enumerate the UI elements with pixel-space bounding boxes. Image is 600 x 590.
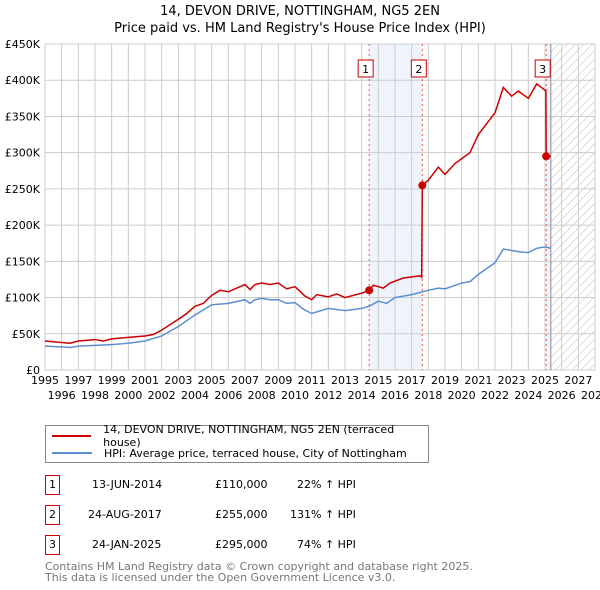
sale-point	[418, 181, 427, 190]
sale-label: 2	[415, 63, 422, 76]
footer-licence: This data is licensed under the Open Gov…	[45, 571, 396, 584]
legend-blue-line	[52, 452, 92, 454]
legend-label-hpi: HPI: Average price, terraced house, City…	[104, 446, 407, 460]
x-tick-label: 2012	[314, 389, 342, 402]
x-tick-label: 2007	[231, 374, 259, 387]
hpi-line	[44, 246, 552, 349]
sale-price: £255,000	[215, 508, 268, 521]
x-tick-label: 2018	[414, 389, 442, 402]
sale-number-badge: 2	[45, 505, 60, 525]
x-tick-label: 2010	[281, 389, 309, 402]
x-tick-label: 2001	[131, 374, 159, 387]
x-tick-label: 2027	[564, 374, 592, 387]
legend: 14, DEVON DRIVE, NOTTINGHAM, NG5 2EN (te…	[45, 423, 429, 463]
y-tick-label: £350K	[5, 110, 41, 123]
x-tick-label: 1995	[31, 374, 59, 387]
chart-title: 14, DEVON DRIVE, NOTTINGHAM, NG5 2EN	[160, 4, 440, 19]
sale-label: 3	[539, 63, 546, 76]
x-tick-label: 2022	[481, 389, 509, 402]
x-tick-label: 2019	[431, 374, 459, 387]
footer-copyright: Contains HM Land Registry data © Crown c…	[45, 560, 473, 573]
x-tick-label: 2025	[531, 374, 559, 387]
legend-red-line	[52, 435, 92, 437]
x-tick-label: 2023	[498, 374, 526, 387]
y-tick-label: £450K	[5, 38, 41, 51]
sale-price: £110,000	[215, 478, 268, 491]
x-tick-label: 2008	[248, 389, 276, 402]
x-tick-label: 2028	[581, 389, 600, 402]
y-tick-label: £400K	[5, 74, 41, 87]
sale-label-box	[357, 59, 374, 78]
x-tick-label: 1996	[48, 389, 76, 402]
sale-label-box	[534, 59, 551, 78]
y-tick-label: £50K	[12, 328, 41, 341]
sale-number-badge: 3	[45, 535, 60, 555]
y-tick-label: £300K	[5, 147, 41, 160]
sale-period-shade	[369, 44, 423, 370]
y-tick-label: £100K	[5, 292, 41, 305]
x-tick-label: 1999	[98, 374, 126, 387]
sale-label-box	[410, 59, 427, 78]
x-tick-label: 2005	[198, 374, 226, 387]
sale-price: £295,000	[215, 538, 268, 551]
x-tick-label: 2016	[381, 389, 409, 402]
forecast-hatch	[550, 44, 595, 370]
x-tick-label: 2004	[181, 389, 209, 402]
x-tick-label: 2011	[298, 374, 326, 387]
sale-date: 24-JAN-2025	[92, 538, 162, 551]
sale-date: 13-JUN-2014	[92, 478, 163, 491]
x-tick-label: 2009	[264, 374, 292, 387]
plot-area: 1995 1996 1997 1998 1999 2000 2001 2002 2003 2004…	[5, 38, 600, 402]
x-tick-label: 2024	[514, 389, 542, 402]
x-tick-label: 2014	[348, 389, 376, 402]
y-tick-label: £200K	[5, 219, 41, 232]
x-tick-label: 2020	[448, 389, 476, 402]
x-tick-label: 2013	[331, 374, 359, 387]
x-tick-label: 2026	[548, 389, 576, 402]
price-paid-line	[44, 82, 551, 344]
x-tick-label: 1998	[81, 389, 109, 402]
sale-hpi-change: 22% ↑ HPI	[297, 478, 356, 491]
x-tick-label: 2006	[214, 389, 242, 402]
legend-label-property: 14, DEVON DRIVE, NOTTINGHAM, NG5 2EN (te…	[103, 423, 395, 449]
sale-number-badge: 1	[45, 475, 60, 495]
sale-hpi-change: 74% ↑ HPI	[297, 538, 356, 551]
y-tick-label: £250K	[5, 183, 41, 196]
sale-hpi-change: 131% ↑ HPI	[290, 508, 356, 521]
y-tick-label: £0	[26, 364, 40, 377]
y-tick-label: £150K	[5, 255, 41, 268]
sale-period-shade	[546, 44, 551, 370]
sale-point	[542, 152, 551, 161]
x-tick-label: 2021	[464, 374, 492, 387]
x-tick-label: 2002	[148, 389, 176, 402]
x-tick-label: 2000	[114, 389, 142, 402]
chart-subtitle: Price paid vs. HM Land Registry's House …	[114, 21, 486, 36]
sale-point	[365, 286, 374, 295]
x-tick-label: 1997	[64, 374, 92, 387]
x-tick-label: 2015	[364, 374, 392, 387]
x-tick-label: 2003	[164, 374, 192, 387]
x-tick-label: 2017	[398, 374, 426, 387]
sale-date: 24-AUG-2017	[88, 508, 162, 521]
sale-label: 1	[362, 63, 369, 76]
